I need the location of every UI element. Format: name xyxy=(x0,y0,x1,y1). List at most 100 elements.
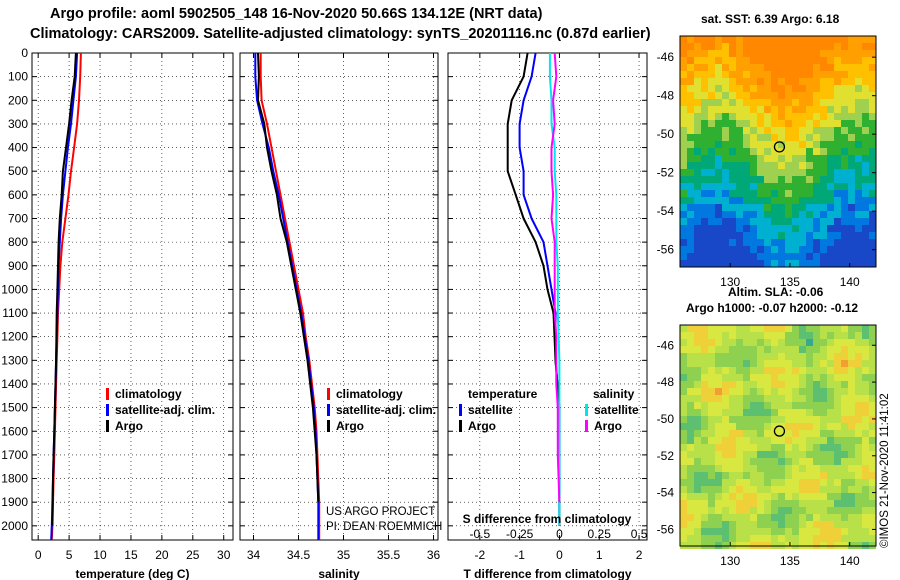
x2-tick-label: 0.5 xyxy=(631,527,648,541)
sla-map-cell xyxy=(834,353,841,360)
sst-map-cell xyxy=(771,57,778,64)
panel-frame xyxy=(447,52,648,541)
sst-map-cell xyxy=(715,106,722,113)
sst-map-cell xyxy=(778,204,785,211)
sla-map-cell xyxy=(834,409,841,416)
sla-map-cell xyxy=(701,395,708,402)
y-tick-label: 800 xyxy=(8,235,28,249)
sst-map-cell xyxy=(834,64,841,71)
sla-map-cell xyxy=(827,346,834,353)
sst-map-cell xyxy=(785,218,792,225)
sla-map-cell xyxy=(715,521,722,528)
x-tick-label: -1 xyxy=(514,548,525,562)
sst-map-cell xyxy=(813,246,820,253)
sst-map-cell xyxy=(743,260,750,267)
sst-map-cell xyxy=(729,113,736,120)
sla-map-cell xyxy=(694,332,701,339)
sla-map-cell xyxy=(855,339,862,346)
sst-map-cell xyxy=(806,99,813,106)
sla-map-cell xyxy=(736,535,743,542)
map-x-tick-label: 140 xyxy=(840,275,860,289)
sla-map-cell xyxy=(806,402,813,409)
sst-map-cell xyxy=(869,253,876,260)
sst-map-cell xyxy=(708,211,715,218)
sst-map-cell xyxy=(701,148,708,155)
sst-map-cell xyxy=(736,204,743,211)
sst-map-cell xyxy=(785,127,792,134)
sst-map-cell xyxy=(792,211,799,218)
sla-map-cell xyxy=(869,402,876,409)
sst-map-cell xyxy=(715,211,722,218)
sst-map-cell xyxy=(750,99,757,106)
sst-map-cell xyxy=(743,85,750,92)
sla-map-cell xyxy=(778,486,785,493)
sst-map-cell xyxy=(701,134,708,141)
sla-map-cell xyxy=(869,374,876,381)
sst-map-cell xyxy=(722,183,729,190)
sla-map-cell xyxy=(715,388,722,395)
sst-map-cell xyxy=(694,253,701,260)
legend-diff-s-argo-swatch xyxy=(585,420,588,432)
sst-map-cell xyxy=(848,204,855,211)
sla-map-cell xyxy=(722,521,729,528)
sst-map-cell xyxy=(757,183,764,190)
sst-map-cell xyxy=(764,50,771,57)
sst-map-cell xyxy=(827,78,834,85)
sla-map-cell xyxy=(778,458,785,465)
sla-map-cell xyxy=(701,388,708,395)
sst-map-cell xyxy=(729,190,736,197)
map-y-tick-label: -54 xyxy=(657,204,675,218)
sla-map-cell xyxy=(820,486,827,493)
sst-map-cell xyxy=(855,78,862,85)
sla-map-cell xyxy=(701,430,708,437)
sst-map-cell xyxy=(785,50,792,57)
sst-map-cell xyxy=(708,78,715,85)
sla-map-cell xyxy=(855,535,862,542)
sst-map-cell xyxy=(869,148,876,155)
sla-map-cell xyxy=(834,395,841,402)
sst-map-cell xyxy=(687,190,694,197)
sst-map-cell xyxy=(736,211,743,218)
sst-map-cell xyxy=(827,120,834,127)
sst-map-cell xyxy=(785,64,792,71)
sla-map-cell xyxy=(715,437,722,444)
sla-map-cell xyxy=(771,409,778,416)
sst-map-cell xyxy=(827,204,834,211)
sla-map-cell xyxy=(764,374,771,381)
sst-map-cell xyxy=(848,148,855,155)
sla-map-cell xyxy=(680,507,687,514)
y-tick-label: 500 xyxy=(8,164,28,178)
sla-map-cell xyxy=(806,486,813,493)
sla-map-cell xyxy=(848,402,855,409)
sla-map-cell xyxy=(715,458,722,465)
sst-map-cell xyxy=(785,169,792,176)
sst-map-cell xyxy=(799,78,806,85)
sst-map-cell xyxy=(715,155,722,162)
sla-map-cell xyxy=(694,325,701,332)
sla-map-cell xyxy=(869,332,876,339)
series-line-salinity-argo xyxy=(550,52,561,503)
sst-map-cell xyxy=(848,176,855,183)
sst-map-cell xyxy=(799,113,806,120)
sst-map-cell xyxy=(820,43,827,50)
sla-map-cell xyxy=(708,514,715,521)
sst-map-cell xyxy=(792,106,799,113)
sst-map-cell xyxy=(757,78,764,85)
sla-map-cell xyxy=(757,402,764,409)
sst-map-cell xyxy=(785,36,792,43)
sst-map-cell xyxy=(729,127,736,134)
sst-map-cell xyxy=(736,141,743,148)
sla-map-cell xyxy=(785,353,792,360)
sla-map-cell xyxy=(848,381,855,388)
sla-map-cell xyxy=(771,402,778,409)
sla-map-cell xyxy=(792,325,799,332)
sla-map-cell xyxy=(729,472,736,479)
sst-map-cell xyxy=(834,239,841,246)
sla-map-cell xyxy=(687,451,694,458)
sla-map-cell xyxy=(680,514,687,521)
sla-map-cell xyxy=(680,395,687,402)
sst-map-cell xyxy=(855,141,862,148)
sla-map-cell xyxy=(729,430,736,437)
sst-map-cell xyxy=(841,169,848,176)
sla-map-cell xyxy=(799,374,806,381)
